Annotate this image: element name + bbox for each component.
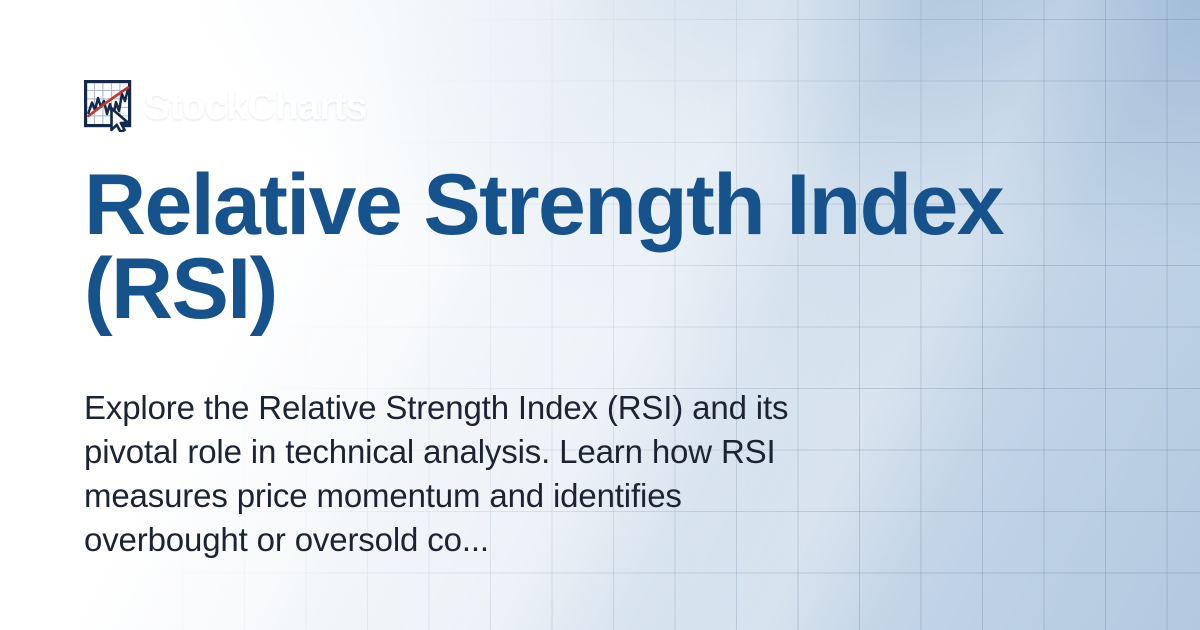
brand-wordmark: StockCharts: [144, 84, 368, 128]
page-title: Relative Strength Index (RSI): [84, 157, 1005, 338]
stock-chart-cursor-icon: [84, 80, 132, 132]
brand-logo-lockup[interactable]: StockCharts: [84, 80, 368, 132]
page-description: Explore the Relative Strength Index (RSI…: [84, 389, 789, 558]
card-content: StockCharts Relative Strength Index (RSI…: [84, 0, 1144, 630]
